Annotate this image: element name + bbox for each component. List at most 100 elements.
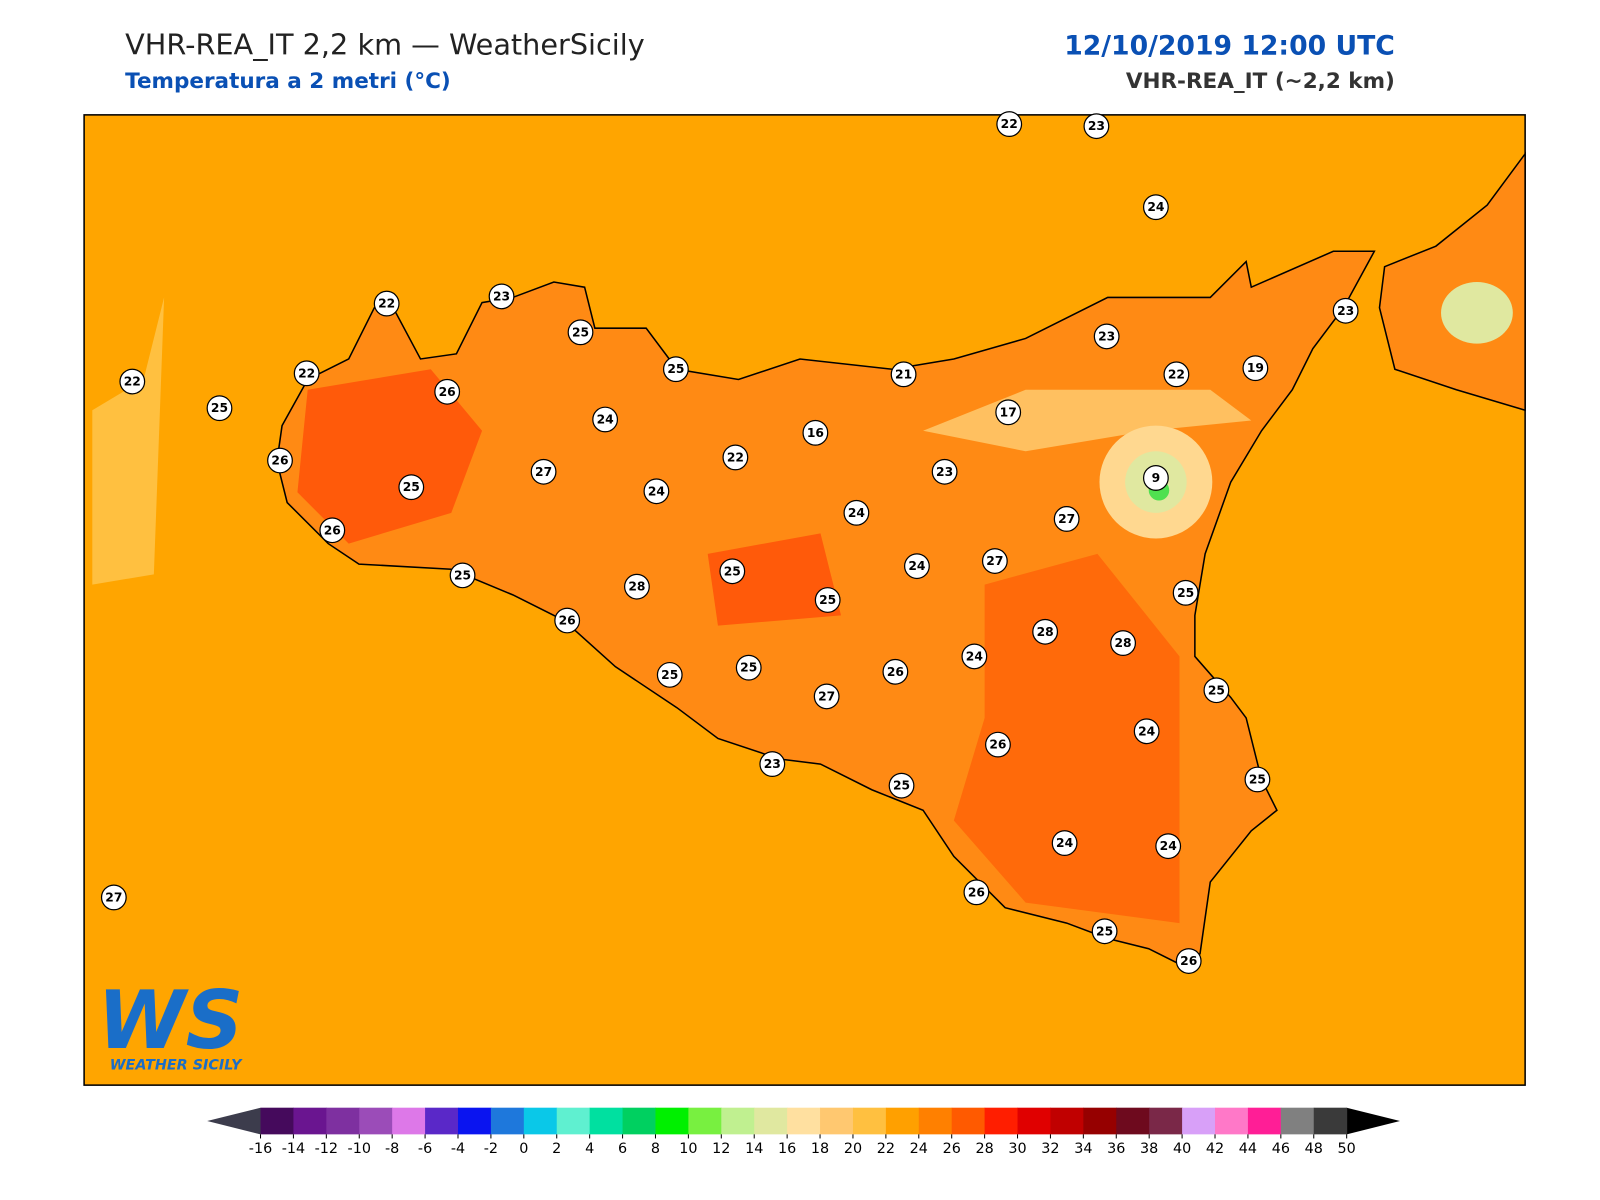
station-value: 25: [661, 668, 678, 682]
station-marker: [567, 319, 594, 346]
station: 24: [1133, 718, 1160, 745]
station-marker: [719, 558, 746, 585]
colorbar-tick-label: -8: [385, 1141, 399, 1157]
station-value: 26: [439, 385, 456, 399]
station: 23: [1332, 297, 1359, 324]
station-marker: [267, 447, 293, 474]
colorbar-tick-label: 44: [1239, 1141, 1257, 1157]
station-marker: [643, 478, 670, 505]
station-value: 25: [1177, 586, 1194, 600]
station-marker: [554, 607, 581, 634]
station: 27: [100, 884, 127, 911]
station-marker: [1142, 465, 1169, 491]
colorbar-tick-label: 42: [1206, 1141, 1224, 1157]
colorbar-tick-label: 16: [778, 1141, 796, 1157]
station-value: 23: [1098, 329, 1115, 343]
station-value: 25: [572, 325, 589, 339]
station-value: 25: [724, 564, 741, 578]
station-marker: [1093, 323, 1120, 350]
colorbar-segment: [721, 1107, 755, 1135]
colorbar-segment: [523, 1107, 558, 1135]
station: 25: [1091, 918, 1118, 945]
colorbar-segment: [754, 1107, 788, 1135]
colorbar-segment: [1215, 1107, 1249, 1135]
station-value: 26: [968, 885, 985, 899]
sea-warm-patch: [92, 297, 165, 585]
station-marker: [319, 517, 346, 544]
station-marker: [888, 772, 915, 799]
station: 26: [985, 731, 1011, 758]
calabria: [1378, 151, 1526, 412]
colorbar-tick-label: 46: [1272, 1141, 1290, 1157]
station-value: 24: [848, 506, 865, 520]
colorbar-tick-label: 26: [943, 1141, 961, 1157]
station-value: 26: [1180, 954, 1197, 968]
station-marker: [1175, 948, 1202, 974]
station: 25: [735, 654, 762, 681]
station-marker: [996, 111, 1023, 138]
station: 26: [434, 378, 461, 405]
station: 23: [759, 751, 786, 778]
colorbar-tick-label: 32: [1041, 1141, 1059, 1157]
station-value: 25: [1208, 683, 1225, 697]
colorbar-tick-label: 36: [1107, 1141, 1125, 1157]
colorbar-tick-label: -10: [348, 1141, 371, 1157]
colorbar-tick-label: 20: [844, 1141, 862, 1157]
station-marker: [100, 884, 127, 911]
station-marker: [961, 643, 988, 670]
colorbar-segment: [1313, 1107, 1348, 1135]
colorbar-segment: [490, 1107, 525, 1135]
station-value: 9: [1152, 471, 1161, 485]
station-marker: [1242, 355, 1269, 382]
station-value: 23: [764, 757, 781, 771]
station-marker: [1051, 830, 1078, 856]
station-value: 23: [493, 289, 510, 303]
station: 25: [888, 772, 915, 799]
station-value: 25: [819, 593, 836, 607]
station: 23: [931, 458, 958, 485]
station-marker: [592, 406, 619, 433]
station-marker: [1203, 677, 1230, 704]
warm-area-west: [297, 369, 483, 544]
station-value: 28: [1037, 625, 1054, 639]
station: 16: [802, 419, 829, 446]
station-marker: [1133, 718, 1160, 745]
station-value: 21: [895, 367, 912, 381]
colorbar-tick-label: 50: [1338, 1141, 1356, 1157]
station: 27: [981, 548, 1008, 574]
station-marker: [890, 361, 917, 388]
station-marker: [1163, 361, 1190, 388]
station: 25: [814, 587, 841, 613]
station: 22: [373, 290, 400, 317]
station-value: 25: [893, 779, 910, 793]
station-marker: [802, 419, 829, 446]
station-marker: [1110, 630, 1136, 656]
colorbar-segment: [688, 1107, 722, 1135]
colorbar-segment: [918, 1107, 953, 1135]
station: 24: [1051, 830, 1078, 856]
station-marker: [1091, 918, 1118, 945]
stations: 22 23 24 22 23 25 25 21 23 22 19 23 22 22 25 26 24 16 22 17…: [100, 111, 1359, 974]
colorbar-tick-label: 48: [1305, 1141, 1323, 1157]
colorbar-segment: [1083, 1107, 1117, 1135]
station: 19: [1242, 355, 1269, 382]
station-value: 19: [1247, 361, 1264, 375]
station-marker: [843, 499, 870, 526]
station-marker: [759, 751, 786, 778]
station-marker: [735, 654, 762, 681]
colorbar-tick-label: 12: [712, 1141, 730, 1157]
station-marker: [623, 573, 650, 600]
station-value: 26: [989, 738, 1006, 752]
station-marker: [1155, 833, 1182, 860]
colorbar-segment: [655, 1107, 689, 1135]
colorbar-segment: [556, 1107, 591, 1135]
station: 25: [1203, 677, 1230, 704]
station-marker: [722, 444, 749, 471]
station-marker: [1032, 618, 1059, 645]
colorbar-tick-label: -12: [315, 1141, 338, 1157]
station-marker: [206, 395, 233, 422]
colorbar-under: [207, 1107, 261, 1135]
station: 25: [719, 558, 746, 585]
station-value: 25: [740, 661, 757, 675]
